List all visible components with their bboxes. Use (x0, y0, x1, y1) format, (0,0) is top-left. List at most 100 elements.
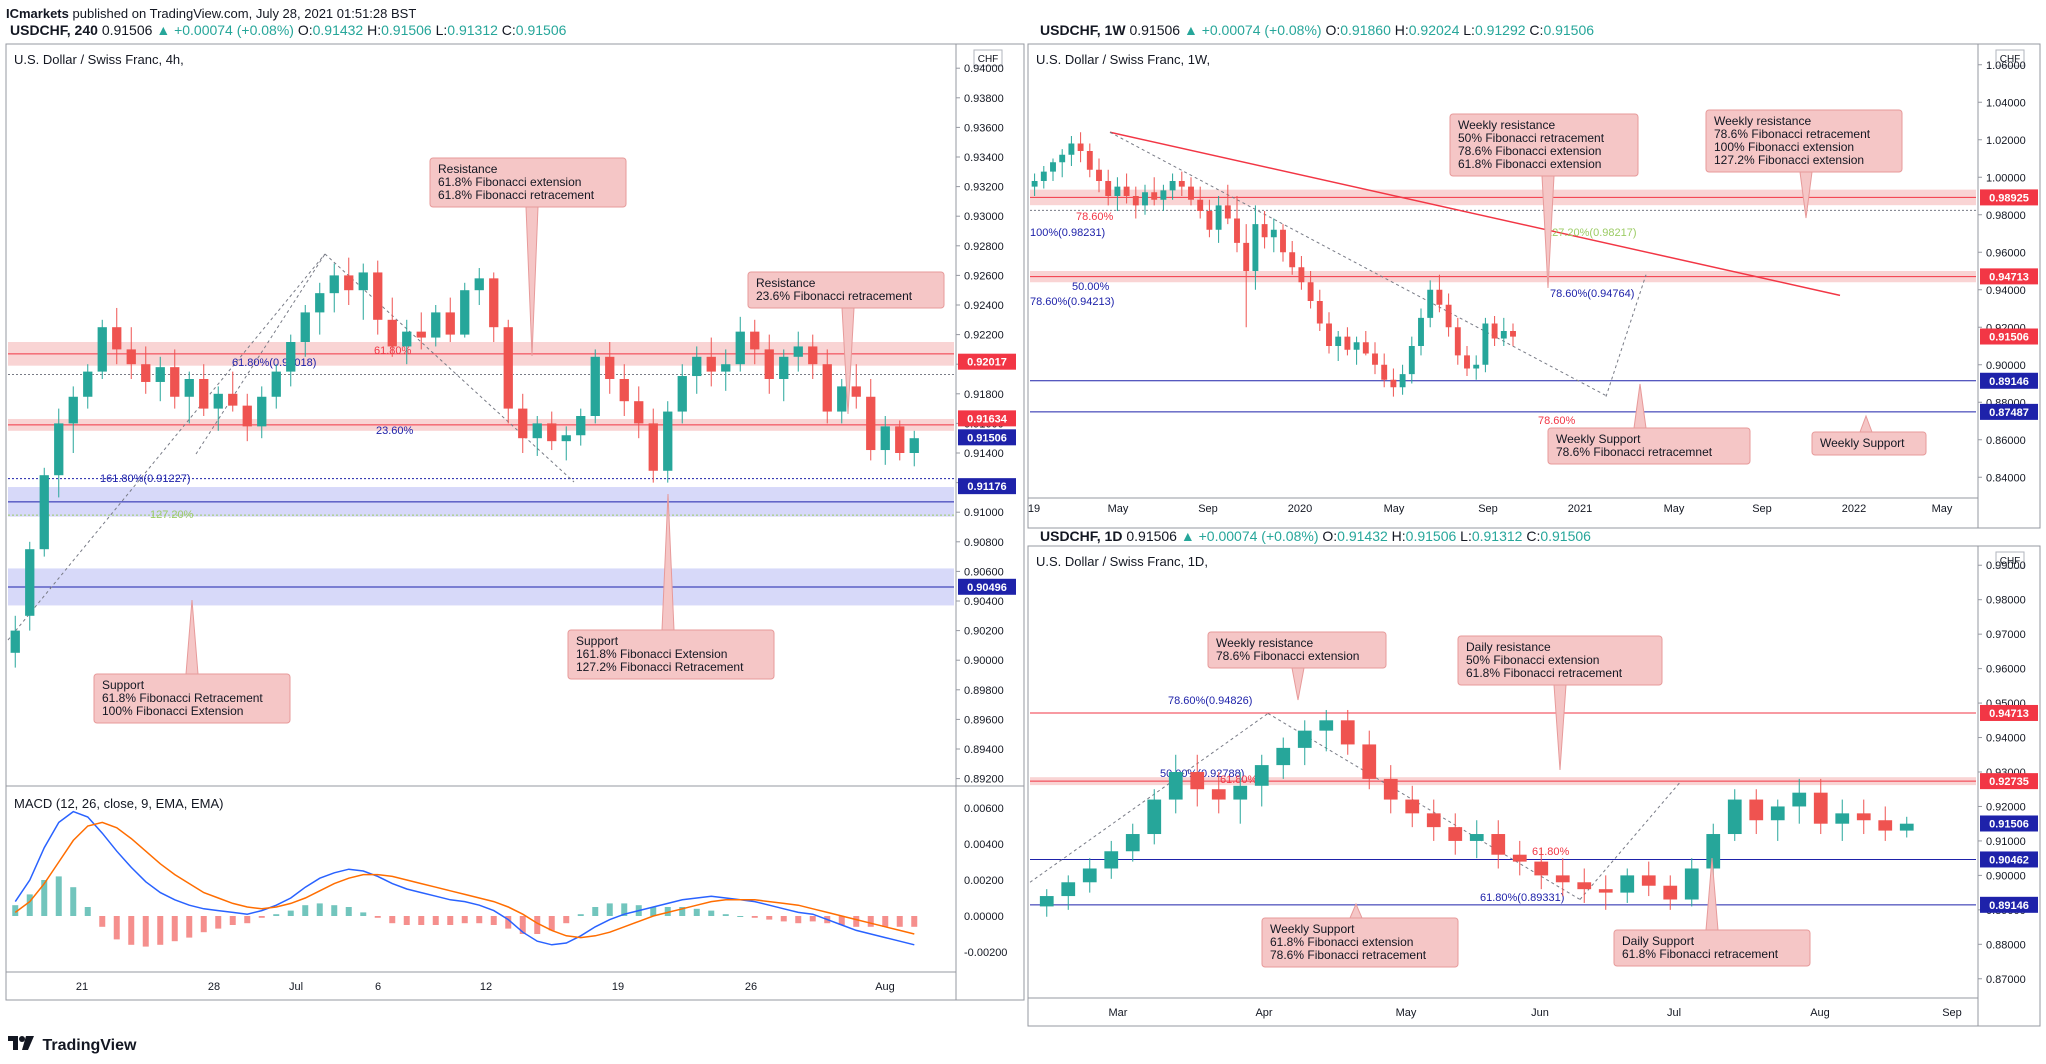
candle-body (1125, 834, 1140, 852)
callout-pointer (1291, 667, 1305, 701)
candle-body (1270, 229, 1277, 238)
x-tick-label: 28 (208, 981, 220, 993)
candle-body (1190, 772, 1205, 790)
fib-label: 78.60%(0.94764) (1550, 288, 1634, 300)
callout-pointer (1349, 902, 1363, 919)
candle-body (402, 331, 412, 347)
ticker-low: 0.91312 (447, 22, 498, 38)
candle-body (1749, 799, 1764, 821)
chart-title: U.S. Dollar / Swiss Franc, 4h, (14, 52, 184, 67)
fib-label: 61.80% (1532, 846, 1570, 858)
macd-histogram-bar (200, 916, 207, 933)
callout-box (747, 271, 945, 309)
candle-body (1335, 336, 1342, 346)
price-label-tag (1980, 189, 2038, 206)
y-tick-label: 0.92400 (964, 300, 1004, 312)
callout-box (93, 673, 291, 724)
macd-histogram-bar (563, 916, 570, 924)
fib-label: 61.80%(0.89331) (1480, 892, 1564, 904)
macd-histogram-bar (882, 916, 889, 927)
y-tick-label: 0.93400 (964, 152, 1004, 164)
callout-line: Weekly resistance (1714, 114, 1811, 128)
callout-pointer (525, 206, 539, 357)
candle-body (576, 416, 586, 436)
callout-line: Weekly resistance (1458, 118, 1555, 132)
price-label-tag (1980, 851, 2038, 868)
candle-body (721, 364, 731, 372)
candle-body (1307, 282, 1314, 301)
callout-line: 61.8% Fibonacci retracement (1622, 947, 1779, 961)
tradingview-logo-icon (8, 1036, 34, 1055)
macd-histogram-bar (853, 916, 860, 927)
macd-histogram-bar (519, 916, 526, 934)
x-tick-label: May (1396, 1007, 1417, 1019)
candle-body (373, 272, 383, 320)
ticker-change: ▲ +0.00074 (+0.08%) (1183, 22, 1322, 38)
ticker-close: 0.91506 (1543, 22, 1595, 38)
macd-histogram-bar (708, 910, 715, 916)
trend-line (1267, 712, 1581, 900)
candle-body (735, 331, 745, 365)
candle-body (1856, 813, 1871, 821)
x-tick-label: Jul (289, 981, 303, 993)
candle-body (779, 356, 789, 379)
ticker-high: 0.91506 (1405, 528, 1457, 544)
candle-body (1835, 813, 1850, 824)
candle-body (460, 290, 470, 335)
candle-body (1344, 336, 1351, 350)
w1-chart: U.S. Dollar / Swiss Franc, 1W, CHF 78.60… (1028, 44, 2038, 528)
candle-body (1142, 192, 1148, 206)
ticker-high: 0.91506 (381, 22, 432, 38)
signal-line (14, 821, 915, 939)
x-tick-label: 6 (375, 981, 381, 993)
candle-body (1512, 854, 1527, 862)
macd-histogram-bar (99, 916, 106, 927)
candle-body (1050, 162, 1056, 172)
macd-histogram-bar (55, 876, 62, 916)
tradingview-footer: TradingView (8, 1036, 136, 1055)
candle-body (126, 349, 136, 365)
candle-body (431, 312, 441, 338)
macd-histogram-bar (867, 916, 874, 927)
x-tick-label: 19 (1028, 503, 1040, 515)
macd-histogram-bar (432, 916, 439, 925)
currency-box (1995, 49, 2025, 67)
price-label-text: 0.98925 (1989, 192, 2029, 204)
macd-histogram-bar (606, 903, 613, 916)
candle-body (228, 393, 238, 406)
candle-body (1298, 267, 1305, 283)
callout-box (1457, 635, 1663, 686)
candle-body (764, 349, 774, 379)
macd-histogram-bar (12, 905, 19, 916)
candle-body (1261, 224, 1268, 238)
ticker-price: 0.91506 (1129, 22, 1181, 38)
callout-box (1613, 929, 1811, 967)
candle-body (1362, 744, 1377, 779)
ticker-change: ▲ +0.00074 (+0.08%) (1180, 528, 1319, 544)
candle-body (1206, 211, 1213, 230)
candle-body (257, 396, 267, 427)
callout-line: 61.8% Fibonacci retracement (1466, 666, 1623, 680)
candle-body (1178, 181, 1185, 187)
y-tick-label: 0.90600 (964, 566, 1004, 578)
candle-body (663, 411, 673, 471)
chart-title: U.S. Dollar / Swiss Franc, 1W, (1036, 52, 1210, 67)
callout-box (1207, 631, 1387, 669)
macd-histogram-bar (693, 908, 700, 916)
x-tick-label: 26 (745, 981, 757, 993)
chart-title: U.S. Dollar / Swiss Franc, 1D, (1036, 554, 1208, 569)
candle-body (532, 423, 542, 439)
ticker-open: 0.91432 (1337, 528, 1388, 544)
candle-body (808, 346, 818, 365)
candle-body (1534, 861, 1549, 876)
y-tick-label: 1.06000 (1986, 60, 2026, 72)
price-label-tag (1980, 815, 2038, 832)
y-tick-label: 0.94000 (964, 63, 1004, 75)
candle-body (1491, 834, 1506, 855)
macd-histogram-bar (737, 916, 744, 917)
candle-body (1123, 186, 1130, 196)
x-tick-label: May (1932, 503, 1953, 515)
trend-line (1579, 782, 1681, 900)
candle-body (518, 408, 528, 439)
macd-histogram-bar (896, 916, 903, 927)
